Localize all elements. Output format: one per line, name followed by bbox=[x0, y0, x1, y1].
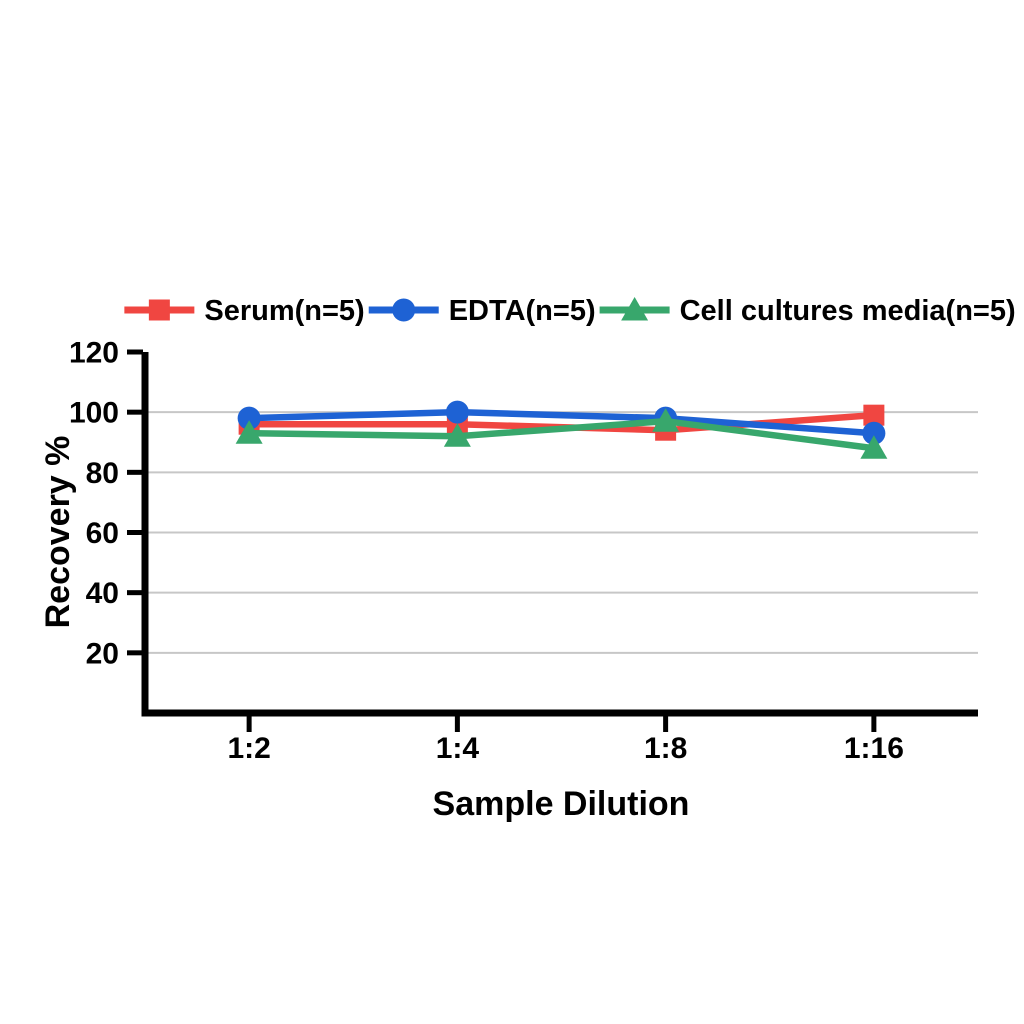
x-tick-label-1-8: 1:8 bbox=[644, 732, 687, 765]
x-tick-label-1-2: 1:2 bbox=[227, 732, 270, 765]
series-cell-cultures-media-n-5 bbox=[235, 408, 888, 459]
edta-n-5-circle-marker bbox=[237, 406, 261, 430]
axis-spine bbox=[141, 352, 978, 717]
legend: Serum(n=5) EDTA(n=5) Cell cultures media(n… bbox=[124, 295, 1016, 327]
y-tick-label-80: 80 bbox=[86, 457, 119, 490]
x-tick-label-1-16: 1:16 bbox=[844, 732, 904, 765]
cell-cultures-media-n-5-triangle-marker bbox=[860, 435, 888, 459]
serum-n-5-square-marker bbox=[863, 404, 885, 426]
x-axis-title: Sample Dilution bbox=[433, 785, 690, 823]
y-tick-label-100: 100 bbox=[69, 397, 119, 430]
legend-label-cell-cultures-media-n-5: Cell cultures media(n=5) bbox=[680, 295, 1016, 327]
legend-edta-n-5-circle-marker bbox=[392, 298, 416, 322]
legend-item-serum-n-5: Serum(n=5) bbox=[124, 295, 365, 327]
legend-item-cell-cultures-media-n-5: Cell cultures media(n=5) bbox=[599, 295, 1016, 327]
series-line-edta-n-5 bbox=[245, 408, 878, 437]
series-layer bbox=[235, 400, 888, 459]
y-tick-label-20: 20 bbox=[86, 637, 119, 670]
y-tick-label-120: 120 bbox=[69, 337, 119, 370]
cell-cultures-media-n-5-triangle-marker bbox=[443, 423, 471, 447]
legend-label-serum-n-5: Serum(n=5) bbox=[204, 295, 364, 327]
y-tick-label-60: 60 bbox=[86, 517, 119, 550]
y-axis-title: Recovery % bbox=[39, 436, 77, 629]
cell-cultures-media-n-5-triangle-marker bbox=[235, 420, 263, 444]
y-tick-label-40: 40 bbox=[86, 577, 119, 610]
legend-cell-cultures-media-n-5-triangle-marker bbox=[621, 297, 649, 321]
edta-n-5-circle-marker bbox=[862, 421, 886, 445]
edta-n-5-circle-marker bbox=[445, 400, 469, 424]
axes-layer: 20 40 60 80 100 120 1:2 1:4 1:8 1:16 bbox=[69, 337, 978, 765]
legend-item-edta-n-5: EDTA(n=5) bbox=[368, 295, 596, 327]
cell-cultures-media-n-5-triangle-marker bbox=[652, 408, 680, 432]
legend-label-edta-n-5: EDTA(n=5) bbox=[449, 295, 596, 327]
x-tick-label-1-4: 1:4 bbox=[436, 732, 480, 765]
legend-serum-n-5-square-marker bbox=[148, 299, 170, 321]
series-line-cell-cultures-media-n-5 bbox=[245, 417, 878, 452]
